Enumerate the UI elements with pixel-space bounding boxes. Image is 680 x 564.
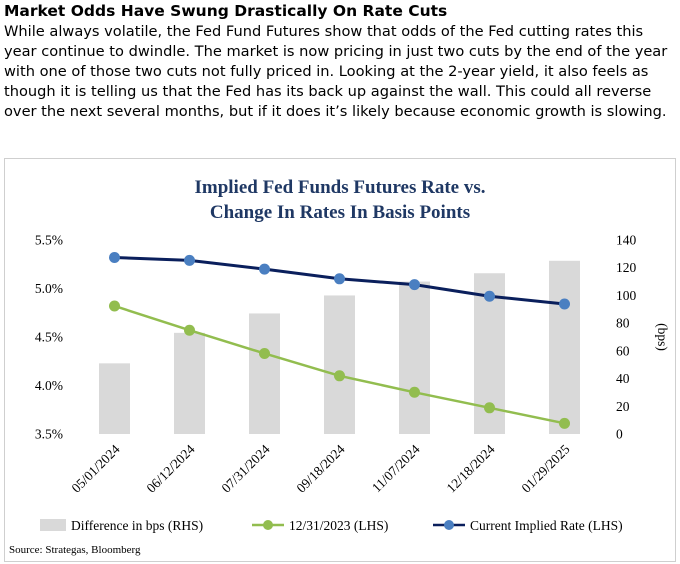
right-axis-tick-label: 20 (616, 399, 630, 414)
legend-label-2023: 12/31/2023 (LHS) (289, 518, 388, 533)
x-axis-tick-label: 09/18/2024 (294, 441, 348, 495)
bar-difference-bps (99, 363, 130, 434)
chart-title-line: Implied Fed Funds Futures Rate vs. (194, 177, 485, 198)
left-axis-tick-label: 5.0% (35, 281, 63, 296)
bar-difference-bps (549, 260, 580, 434)
right-axis-tick-label: 0 (616, 427, 623, 442)
chart-legend: Difference in bps (RHS) 12/31/2023 (LHS) C… (40, 518, 623, 533)
page-title: Market Odds Have Swung Drastically On Ra… (4, 2, 448, 20)
line-series (109, 251, 570, 429)
x-axis-tick-label: 05/01/2024 (69, 441, 123, 495)
x-axis-tick-label: 06/12/2024 (144, 441, 198, 495)
right-axis-tick-label: 140 (616, 233, 637, 248)
bar-series (99, 260, 580, 434)
right-axis-tick-label: 120 (616, 260, 637, 275)
point-dec-2023 (109, 300, 120, 312)
point-current-implied (184, 254, 195, 266)
right-axis-label: (bps) (655, 323, 670, 351)
point-dec-2023 (334, 370, 345, 382)
legend-label-difference: Difference in bps (RHS) (71, 518, 203, 533)
bar-difference-bps (324, 295, 355, 434)
right-axis-tick-label: 40 (616, 371, 630, 386)
chart-container: Implied Fed Funds Futures Rate vs. Change… (4, 158, 676, 562)
left-axis-tick-label: 4.0% (35, 378, 63, 393)
point-current-implied (484, 290, 495, 302)
right-axis-tick-label: 60 (616, 343, 630, 358)
left-axis-ticks: 5.5% 5.0% 4.5% 4.0% 3.5% (35, 233, 63, 442)
left-axis-tick-label: 4.5% (35, 330, 63, 345)
x-axis-ticks: 05/01/2024 06/12/2024 07/31/2024 09/18/2024… (69, 441, 573, 495)
commentary-paragraph: While always volatile, the Fed Fund Futu… (4, 23, 668, 120)
x-axis-tick-label: 01/29/2025 (519, 441, 573, 495)
legend-label-current: Current Implied Rate (LHS) (470, 518, 623, 533)
point-dec-2023 (559, 417, 570, 429)
point-current-implied (109, 251, 120, 263)
point-dec-2023 (259, 347, 270, 359)
bar-difference-bps (249, 313, 280, 434)
bar-difference-bps (174, 332, 205, 434)
legend-marker-2023 (263, 520, 273, 530)
legend-marker-current (444, 520, 454, 530)
x-axis-tick-label: 07/31/2024 (219, 441, 273, 495)
point-current-implied (559, 298, 570, 310)
point-current-implied (409, 279, 420, 291)
chart-title: Implied Fed Funds Futures Rate vs. Change… (194, 177, 485, 223)
legend-swatch-bar (40, 519, 66, 531)
point-dec-2023 (184, 324, 195, 336)
x-axis-tick-label: 12/18/2024 (444, 441, 498, 495)
bar-difference-bps (399, 281, 430, 434)
right-axis-ticks: 140 120 100 80 60 40 20 0 (bps) (616, 233, 670, 442)
source-note: Source: Strategas, Bloomberg (9, 544, 141, 556)
chart-title-line: Change In Rates In Basis Points (210, 202, 470, 223)
point-dec-2023 (409, 386, 420, 398)
left-axis-tick-label: 5.5% (35, 233, 63, 248)
point-dec-2023 (484, 402, 495, 414)
combo-chart: Implied Fed Funds Futures Rate vs. Change… (35, 177, 670, 533)
left-axis-tick-label: 3.5% (35, 427, 63, 442)
point-current-implied (334, 273, 345, 285)
x-axis-tick-label: 11/07/2024 (369, 441, 423, 495)
point-current-implied (259, 263, 270, 275)
right-axis-tick-label: 80 (616, 316, 630, 331)
right-axis-tick-label: 100 (616, 288, 637, 303)
